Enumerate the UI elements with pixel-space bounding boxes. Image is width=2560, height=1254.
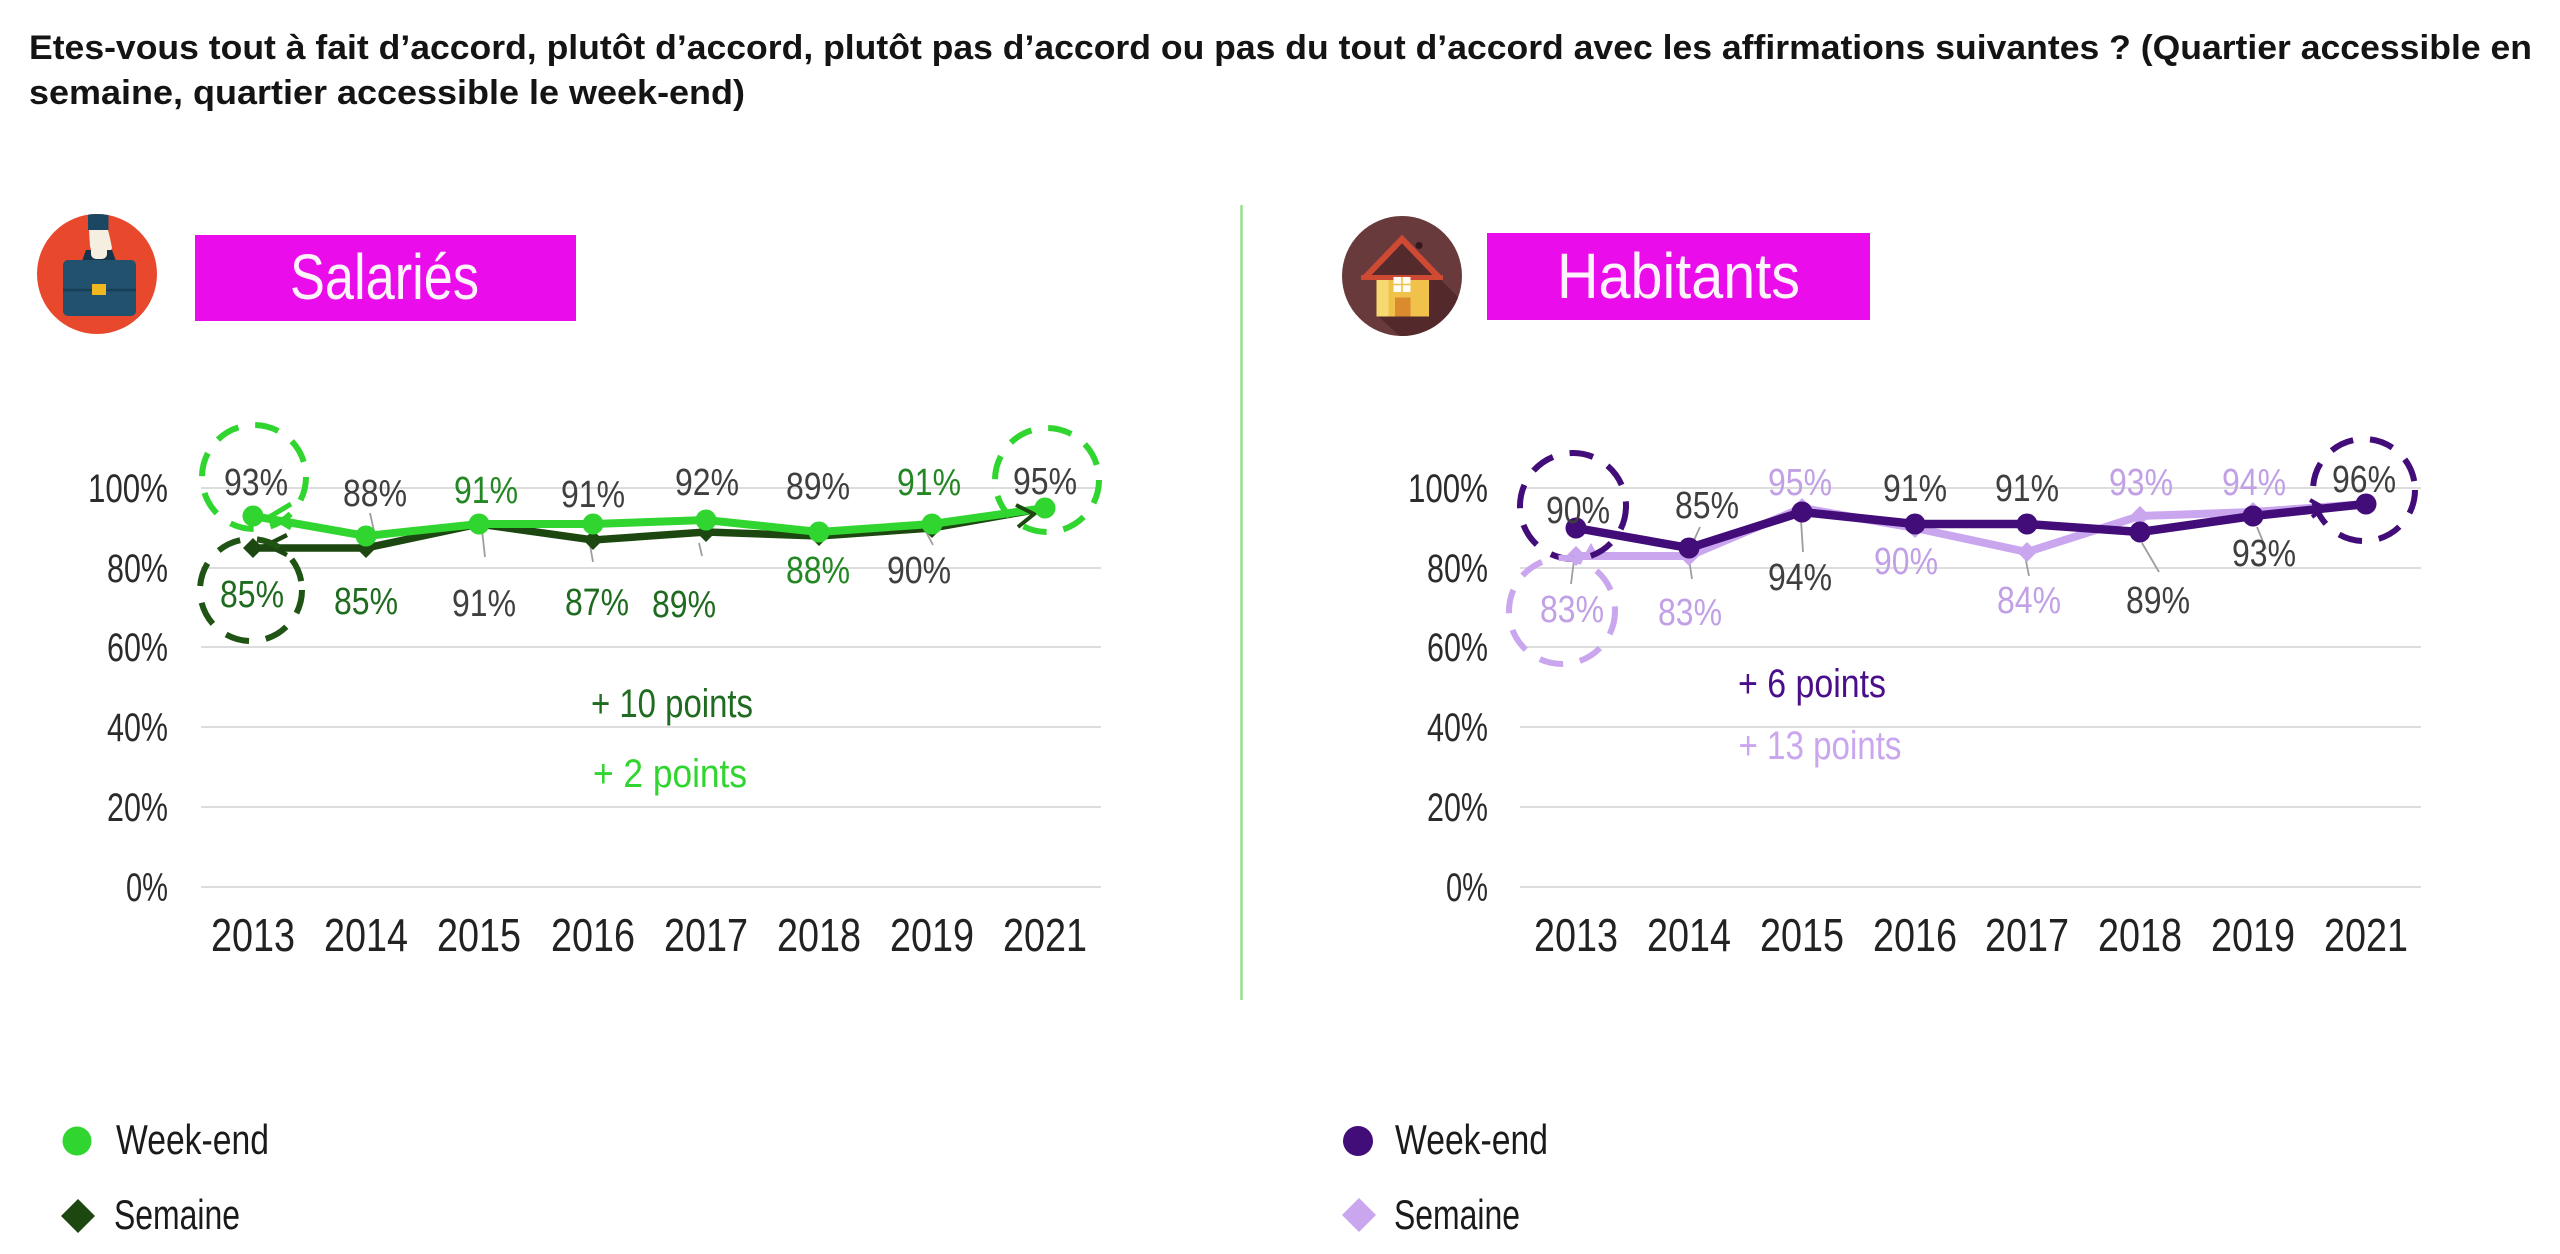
svg-text:2019: 2019	[890, 909, 974, 961]
svg-text:2014: 2014	[1647, 909, 1731, 961]
svg-text:88%: 88%	[786, 550, 850, 592]
svg-text:2016: 2016	[1873, 909, 1957, 961]
svg-text:93%: 93%	[224, 462, 288, 504]
svg-text:90%: 90%	[887, 550, 951, 592]
svg-text:40%: 40%	[107, 706, 168, 750]
svg-text:20%: 20%	[107, 786, 168, 830]
svg-text:40%: 40%	[1427, 706, 1488, 750]
svg-text:2015: 2015	[1760, 909, 1844, 961]
svg-text:+ 6 points: + 6 points	[1738, 662, 1886, 706]
svg-text:95%: 95%	[1013, 461, 1077, 503]
svg-text:100%: 100%	[1408, 467, 1488, 511]
svg-text:2021: 2021	[1003, 909, 1087, 961]
svg-text:2013: 2013	[211, 909, 295, 961]
svg-text:83%: 83%	[1658, 592, 1722, 634]
svg-text:93%: 93%	[2109, 462, 2173, 504]
svg-text:Semaine: Semaine	[114, 1191, 240, 1238]
svg-text:87%: 87%	[565, 582, 629, 624]
svg-text:84%: 84%	[1997, 580, 2061, 622]
svg-text:91%: 91%	[1883, 468, 1947, 510]
svg-text:Habitants: Habitants	[1557, 240, 1800, 312]
svg-text:2018: 2018	[777, 909, 861, 961]
svg-text:89%: 89%	[652, 584, 716, 626]
svg-text:semaine, quartier accessible l: semaine, quartier accessible le week-end…	[29, 74, 745, 112]
svg-text:90%: 90%	[1546, 490, 1610, 532]
svg-text:2017: 2017	[1985, 909, 2069, 961]
svg-text:96%: 96%	[2332, 459, 2396, 501]
svg-text:91%: 91%	[1995, 468, 2059, 510]
svg-text:20%: 20%	[1427, 786, 1488, 830]
svg-text:88%: 88%	[343, 473, 407, 515]
svg-text:0%: 0%	[126, 866, 168, 910]
svg-text:92%: 92%	[675, 462, 739, 504]
svg-text:Week-end: Week-end	[1395, 1116, 1548, 1163]
svg-text:100%: 100%	[88, 467, 168, 511]
svg-text:89%: 89%	[2126, 580, 2190, 622]
svg-text:85%: 85%	[220, 574, 284, 616]
svg-text:Etes-vous tout à fait d’accord: Etes-vous tout à fait d’accord, plutôt d…	[29, 29, 2532, 67]
svg-text:91%: 91%	[897, 462, 961, 504]
svg-text:2016: 2016	[551, 909, 635, 961]
svg-text:+ 13 points: + 13 points	[1739, 724, 1902, 768]
svg-text:83%: 83%	[1540, 589, 1604, 631]
svg-text:2014: 2014	[324, 909, 408, 961]
svg-text:60%: 60%	[107, 626, 168, 670]
svg-text:91%: 91%	[454, 470, 518, 512]
svg-text:2013: 2013	[1534, 909, 1618, 961]
svg-text:94%: 94%	[1768, 557, 1832, 599]
svg-text:94%: 94%	[2222, 462, 2286, 504]
svg-text:91%: 91%	[561, 474, 625, 516]
svg-text:2015: 2015	[437, 909, 521, 961]
svg-text:Salariés: Salariés	[290, 241, 479, 313]
svg-text:90%: 90%	[1874, 541, 1938, 583]
svg-text:Week-end: Week-end	[116, 1116, 269, 1163]
svg-text:85%: 85%	[1675, 485, 1739, 527]
svg-text:2019: 2019	[2211, 909, 2295, 961]
svg-text:Semaine: Semaine	[1394, 1191, 1520, 1238]
svg-text:85%: 85%	[334, 581, 398, 623]
svg-text:+ 2 points: + 2 points	[593, 752, 747, 796]
svg-text:80%: 80%	[107, 547, 168, 591]
svg-text:2021: 2021	[2324, 909, 2408, 961]
svg-text:2018: 2018	[2098, 909, 2182, 961]
svg-text:2017: 2017	[664, 909, 748, 961]
svg-text:91%: 91%	[452, 583, 516, 625]
svg-text:0%: 0%	[1446, 866, 1488, 910]
svg-text:60%: 60%	[1427, 626, 1488, 670]
svg-text:93%: 93%	[2232, 533, 2296, 575]
svg-text:95%: 95%	[1768, 462, 1832, 504]
svg-text:+ 10 points: + 10 points	[591, 682, 753, 726]
svg-text:89%: 89%	[786, 466, 850, 508]
svg-text:80%: 80%	[1427, 547, 1488, 591]
